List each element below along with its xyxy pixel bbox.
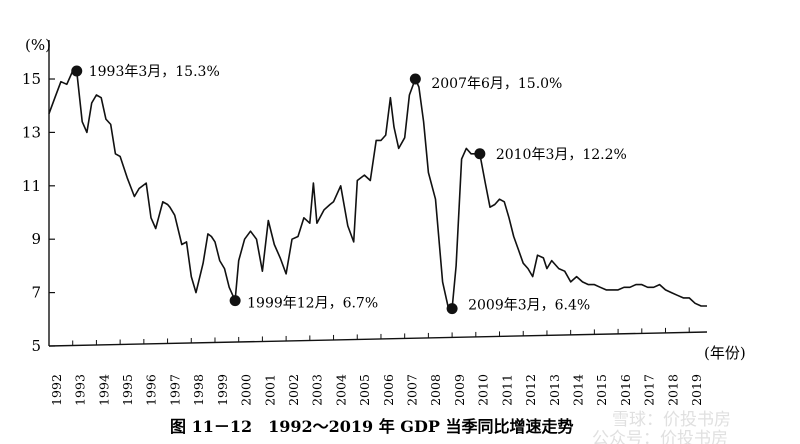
x-ticks: 1992 1993 1994 1995 1996 1997 1998 1999 2000 2001… (48, 327, 704, 406)
y-tick-label: 9 (31, 230, 41, 248)
x-tick-label: 2012 (523, 374, 538, 406)
x-tick-label: 2009 (452, 374, 467, 406)
chart-caption: 图 11－12 1992～2019 年 GDP 当季同比增速走势 (170, 417, 573, 436)
annotation-points (71, 65, 486, 315)
annotation-point (446, 303, 458, 315)
x-tick-label: 2004 (333, 374, 348, 406)
x-tick-label: 1999 (215, 374, 230, 406)
x-tick-label: 2018 (665, 374, 680, 406)
y-tick-label: 11 (22, 177, 41, 195)
y-tick-label: 15 (22, 70, 41, 88)
x-tick-label: 2006 (381, 374, 396, 406)
annotation-label: 2010年3月，12.2% (496, 147, 627, 163)
x-tick-label: 2014 (571, 374, 586, 406)
annotation-point (229, 295, 241, 307)
annotation-label: 2007年6月，15.0% (431, 76, 562, 92)
annotation-point (409, 73, 421, 85)
y-tick-label: 13 (22, 123, 41, 141)
annotation-label: 2009年3月，6.4% (468, 298, 590, 314)
x-axis (48, 331, 708, 347)
x-tick-label: 2007 (405, 374, 420, 406)
x-tick-label: 1995 (120, 374, 135, 406)
gdp-growth-line (48, 70, 707, 310)
x-tick-label: 2017 (642, 374, 657, 406)
x-tick-label: 2019 (689, 374, 704, 406)
x-tick-label: 1998 (191, 374, 206, 406)
x-tick-label: 1997 (167, 374, 182, 406)
x-tick-label: 2016 (618, 374, 633, 406)
x-tick-label: 2001 (262, 374, 277, 406)
annotation-label: 1993年3月，15.3% (89, 64, 220, 80)
x-tick-label: 2005 (357, 374, 372, 406)
watermark-line1: 雪球：价投书房 (612, 410, 731, 430)
x-tick-label: 2013 (547, 374, 562, 406)
x-tick-label: 1994 (96, 374, 111, 406)
x-tick-label: 2015 (594, 374, 609, 406)
x-tick-label: 2003 (310, 374, 325, 406)
watermark-line2: 公众号：价投书房 (592, 429, 728, 444)
x-tick-label: 1993 (73, 374, 88, 406)
x-tick-label: 2002 (286, 374, 301, 406)
annotation-point (71, 65, 83, 77)
annotation-label: 1999年12月，6.7% (247, 296, 378, 312)
y-axis-label: (%) (25, 36, 51, 54)
x-tick-label: 2011 (499, 374, 514, 406)
annotation-labels: 1993年3月，15.3% 1999年12月，6.7% 2007年6月，15.0% 2… (89, 64, 627, 314)
x-tick-label: 2010 (476, 374, 491, 406)
x-tick-label: 2008 (428, 374, 443, 406)
annotation-point (474, 148, 486, 160)
x-tick-label: 2000 (239, 374, 254, 406)
x-axis-label: (年份) (704, 344, 746, 362)
x-tick-label: 1996 (144, 374, 159, 406)
x-tick-label: 1992 (49, 374, 64, 406)
y-ticks: 5 7 9 11 13 15 (22, 70, 55, 355)
y-tick-label: 7 (31, 284, 41, 302)
axes (48, 40, 708, 347)
y-tick-label: 5 (31, 337, 41, 355)
